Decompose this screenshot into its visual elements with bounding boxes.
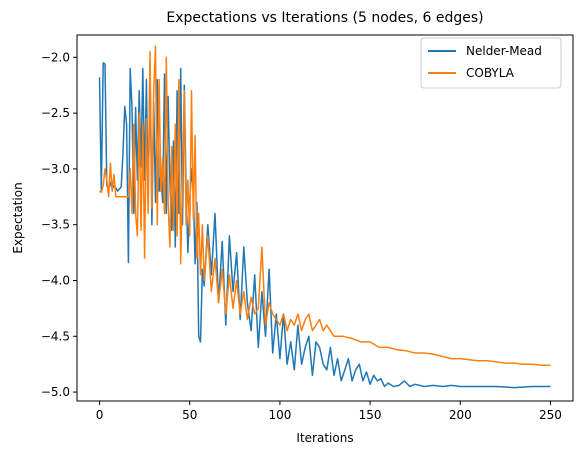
plot-frame bbox=[76, 34, 574, 402]
x-tick-label: 150 bbox=[359, 408, 382, 422]
x-tick-label: 200 bbox=[449, 408, 472, 422]
x-tick-label: 50 bbox=[182, 408, 197, 422]
x-axis-label: Iterations bbox=[296, 431, 353, 445]
x-tick-label: 100 bbox=[268, 408, 291, 422]
y-tick-label: −4.5 bbox=[41, 329, 70, 343]
y-tick-label: −5.0 bbox=[41, 385, 70, 399]
x-axis-ticks: 0 50 100 150 200 250 bbox=[96, 401, 562, 422]
y-tick-label: −2.5 bbox=[41, 106, 70, 120]
y-axis-ticks: −5.0 −4.5 −4.0 −3.5 −3.0 −2.5 −2.0 bbox=[41, 50, 77, 399]
legend-label-cobyla: COBYLA bbox=[466, 66, 515, 80]
chart-title: Expectations vs Iterations (5 nodes, 6 e… bbox=[166, 10, 483, 26]
x-tick-label: 0 bbox=[96, 408, 104, 422]
y-axis-label: Expectation bbox=[11, 182, 25, 253]
y-tick-label: −4.0 bbox=[41, 273, 70, 287]
x-tick-label: 250 bbox=[539, 408, 562, 422]
series-line-cobyla bbox=[99, 45, 551, 367]
legend-label-nelder-mead: Nelder-Mead bbox=[466, 44, 542, 58]
y-tick-label: −2.0 bbox=[41, 50, 70, 64]
legend: Nelder-Mead COBYLA bbox=[420, 37, 562, 89]
y-tick-label: −3.5 bbox=[41, 218, 70, 232]
y-tick-label: −3.0 bbox=[41, 162, 70, 176]
series-lines bbox=[98, 45, 551, 389]
